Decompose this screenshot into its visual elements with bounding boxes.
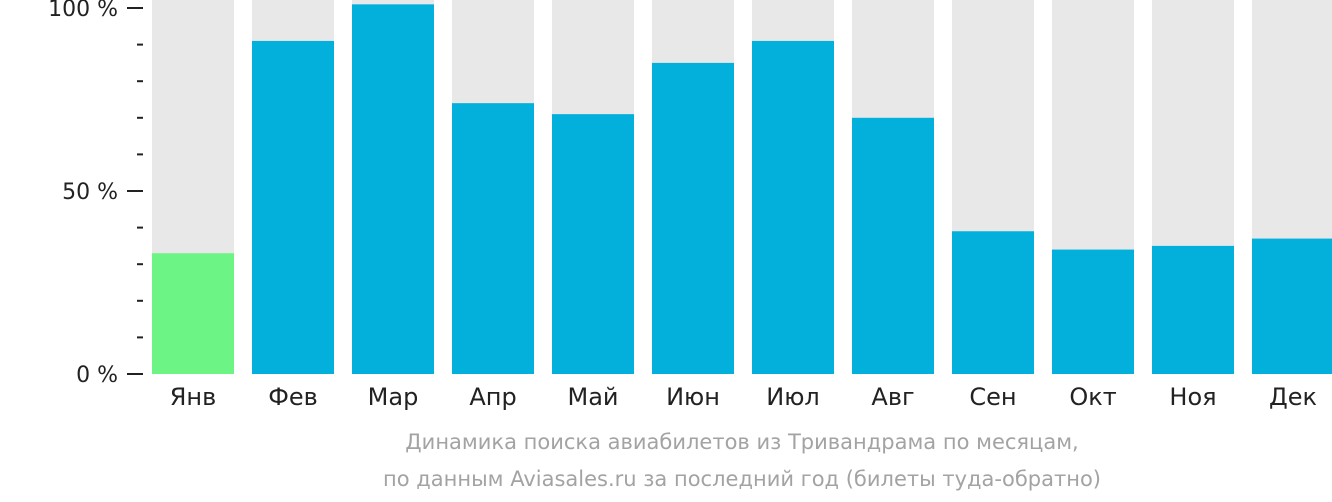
bar-4 (452, 103, 534, 374)
bar-9 (952, 231, 1034, 374)
x-tick-label: Мар (368, 383, 419, 411)
x-tick-label: Фев (268, 383, 318, 411)
x-tick-label: Дек (1269, 383, 1317, 411)
x-tick-label: Авг (871, 383, 914, 411)
x-tick-label: Июн (666, 383, 720, 411)
bar-7 (752, 40, 834, 374)
bar-11 (1152, 245, 1234, 374)
y-tick-label: 50 % (62, 180, 118, 205)
x-tick-label: Июл (766, 383, 820, 411)
bar-2 (252, 40, 334, 374)
x-tick-label: Май (567, 383, 618, 411)
chart-caption-line-1: Динамика поиска авиабилетов из Тривандра… (405, 430, 1079, 454)
bar-10 (1052, 249, 1134, 374)
y-axis: 0 % 50 % 100 % (48, 0, 143, 388)
data-bars (152, 4, 1332, 375)
bar-3 (352, 4, 434, 375)
bar-8 (852, 117, 934, 375)
x-tick-label: Янв (170, 383, 217, 411)
bar-chart: 0 % 50 % 100 % Янв Фев Мар Апр Май Июн Июл Авг Сен… (48, 0, 1332, 411)
y-tick-label: 0 % (76, 363, 118, 388)
x-tick-label: Окт (1069, 383, 1116, 411)
x-axis-labels: Янв Фев Мар Апр Май Июн Июл Авг Сен Окт Ноя Дек (170, 383, 1317, 411)
y-tick-label: 100 % (48, 0, 118, 22)
x-tick-label: Ноя (1169, 383, 1216, 411)
chart-caption-line-2: по данным Aviasales.ru за последний год … (383, 467, 1101, 491)
bar-12 (1252, 238, 1332, 374)
bar-6 (652, 62, 734, 375)
bar-5 (552, 114, 634, 374)
x-tick-label: Сен (969, 383, 1016, 411)
bar-1 (152, 253, 234, 374)
x-tick-label: Апр (469, 383, 516, 411)
